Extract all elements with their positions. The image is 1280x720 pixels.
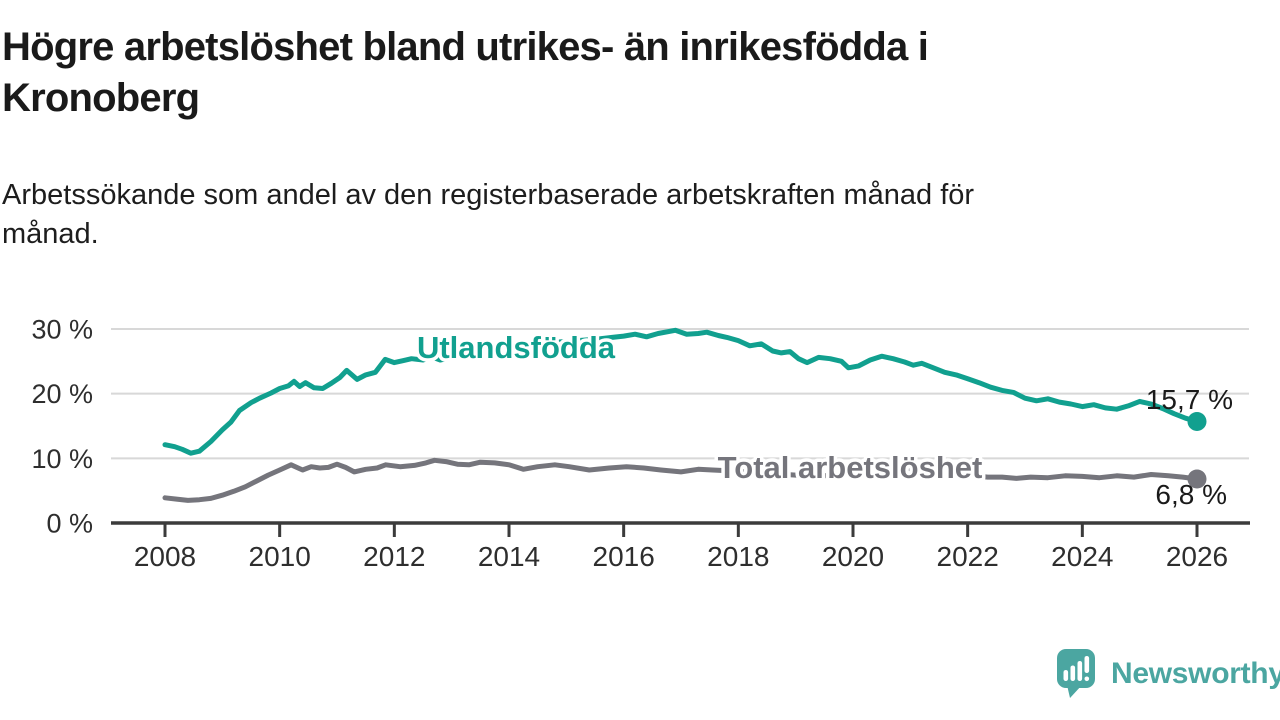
x-axis-tick-label: 2026: [1166, 541, 1228, 572]
series-endpoint-utlandsfodda: [1187, 411, 1207, 431]
y-axis-tick-label: 30 %: [31, 314, 93, 344]
x-axis-tick-label: 2014: [478, 541, 540, 572]
end-value-label-total: 6,8 %: [1155, 479, 1227, 510]
newsworthy-wordmark: Newsworthy: [1111, 657, 1280, 690]
newsworthy-branding: Newsworthy: [1056, 649, 1280, 699]
page-subtitle-line1: Arbetssökande som andel av den registerb…: [2, 179, 975, 211]
page-title-line1: Högre arbetslöshet bland utrikes- än inr…: [2, 25, 929, 69]
series-label-utlandsfodda: Utlandsfödda: [417, 330, 616, 365]
series-line-utlandsfodda: [162, 327, 1200, 456]
y-axis-tick-label: 20 %: [31, 379, 93, 409]
page-subtitle: Arbetssökande som andel av den registerb…: [2, 176, 1202, 254]
y-axis-tick-label: 10 %: [31, 444, 93, 474]
x-axis-tick-label: 2012: [363, 541, 425, 572]
x-axis-tick-label: 2008: [134, 541, 196, 572]
series-line-total: [162, 457, 1200, 503]
series-endpoint-total: [1187, 469, 1207, 489]
x-axis-tick-label: 2016: [593, 541, 655, 572]
newsworthy-logo-icon: [1057, 649, 1095, 698]
x-axis-tick-label: 2024: [1051, 541, 1113, 572]
x-axis-tick-label: 2020: [822, 541, 884, 572]
page-title: Högre arbetslöshet bland utrikes- än inr…: [2, 22, 1182, 124]
series-label-total: Total arbetslöshet: [718, 450, 983, 485]
end-value-label-utlandsfodda: 15,7 %: [1146, 384, 1233, 415]
x-axis-tick-label: 2022: [937, 541, 999, 572]
y-axis-tick-label: 0 %: [46, 509, 93, 539]
x-axis-tick-label: 2010: [249, 541, 311, 572]
page-subtitle-line2: månad.: [2, 218, 99, 250]
page-title-line2: Kronoberg: [2, 76, 200, 120]
x-axis-tick-label: 2018: [707, 541, 769, 572]
